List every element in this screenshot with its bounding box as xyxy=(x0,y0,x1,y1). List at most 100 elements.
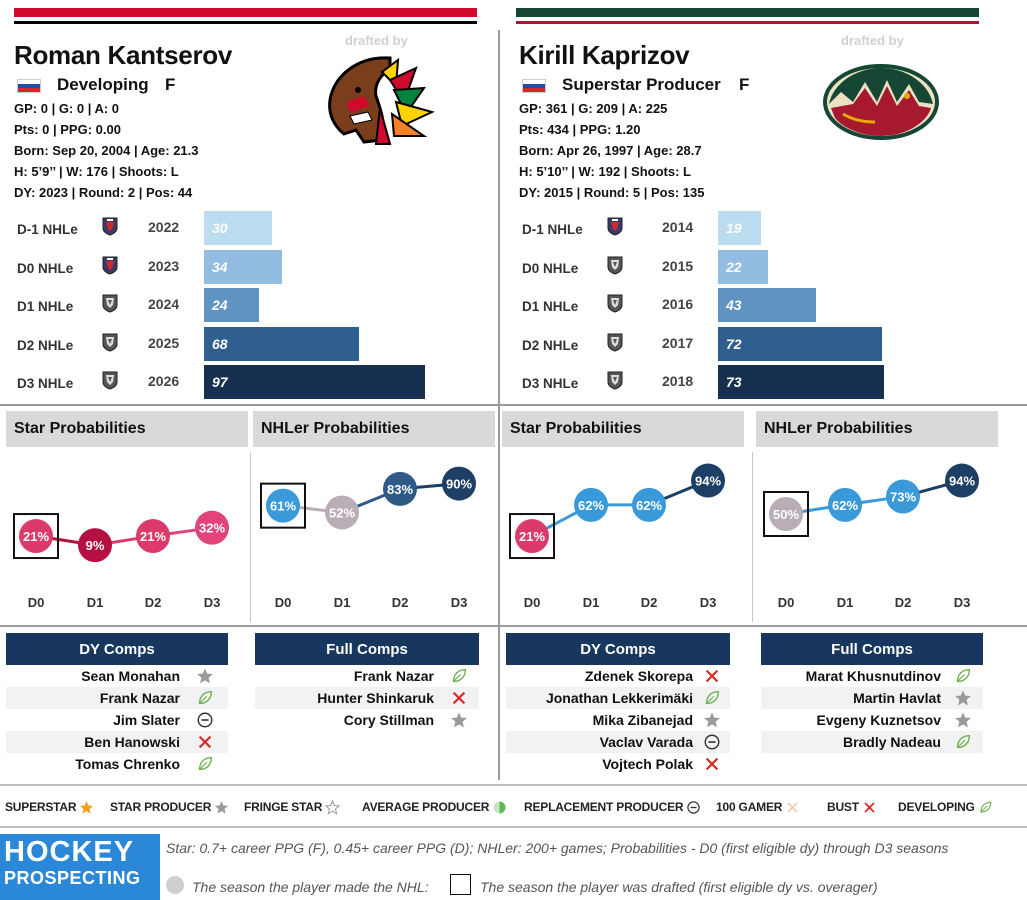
outcome-legend: SUPERSTAR STAR PRODUCER FRINGE STAR AVER… xyxy=(0,784,1027,828)
probability-marker xyxy=(325,495,359,530)
nhle-year: 2017 xyxy=(662,334,694,351)
probability-point: 21% xyxy=(19,519,53,554)
player-draft: DY: 2023 | Round: 2 | Pos: 44 xyxy=(14,185,193,200)
star-producer-icon xyxy=(954,689,972,707)
nhle-year: 2023 xyxy=(148,257,180,274)
season-tick-label: D3 xyxy=(700,595,717,610)
star-producer-icon xyxy=(450,711,468,729)
comp-player-name: Evgeny Kuznetsov xyxy=(816,712,941,728)
probability-marker xyxy=(632,487,666,522)
nhle-bar: 68 xyxy=(204,326,360,361)
fringe-star-icon xyxy=(325,800,341,816)
probability-point: 62% xyxy=(574,487,608,522)
probability-marker xyxy=(442,466,476,501)
player-status: Developing xyxy=(57,75,149,94)
nhle-row: D-1 NHLe 2014 19 xyxy=(505,211,1002,245)
nhle-bar: 97 xyxy=(204,365,426,400)
nhle-season-label: D0 NHLe xyxy=(522,260,579,276)
season-tick-label: D0 xyxy=(524,595,541,610)
draft-season-marker xyxy=(509,513,555,560)
khl-icon xyxy=(606,332,624,352)
nhle-season-label: D3 NHLe xyxy=(17,376,74,392)
probability-marker xyxy=(136,519,170,554)
legend-label: STAR PRODUCER xyxy=(110,800,215,814)
star-producer-icon xyxy=(703,711,721,729)
nhle-row: D1 NHLe 2016 43 xyxy=(505,288,1002,323)
comp-player-name: Frank Nazar xyxy=(99,690,180,706)
season-tick-label: D2 xyxy=(145,595,162,610)
full-comps-header-left: Full Comps xyxy=(255,633,479,665)
nhle-season-label: D3 NHLe xyxy=(522,376,579,392)
probability-marker xyxy=(195,510,229,545)
nhle-value: 68 xyxy=(212,335,228,352)
legend-label: 100 GAMER xyxy=(716,800,786,814)
nhle-value: 73 xyxy=(726,374,742,391)
season-tick-label: D2 xyxy=(392,595,409,610)
section-divider xyxy=(0,625,1027,627)
nhle-bar: 34 xyxy=(204,249,282,284)
nhle-season-label: D-1 NHLe xyxy=(522,222,583,237)
probability-label: 50% xyxy=(773,507,799,522)
comp-row: Mika Zibanejad xyxy=(506,709,730,731)
nhle-bar: 73 xyxy=(718,365,885,400)
probability-label: 94% xyxy=(949,474,975,489)
player-draft: DY: 2015 | Round: 5 | Pos: 135 xyxy=(519,185,705,200)
developing-icon xyxy=(954,733,972,751)
comp-row: Tomas Chrenko xyxy=(6,753,228,775)
legend-label: FRINGE STAR xyxy=(244,800,326,814)
star-prob-header-right: Star Probabilities xyxy=(502,411,744,447)
legend-item-replacement: REPLACEMENT PRODUCER xyxy=(524,800,701,815)
legend-label: BUST xyxy=(827,800,863,814)
comp-player-name: Zdenek Skorepa xyxy=(584,668,693,684)
legend-label: SUPERSTAR xyxy=(5,800,80,814)
probability-point: 90% xyxy=(442,466,476,501)
minnesota-wild-logo xyxy=(823,62,939,147)
bust-icon xyxy=(196,733,214,751)
comp-player-name: Ben Hanowski xyxy=(84,734,180,750)
developing-icon xyxy=(450,667,468,685)
draft-season-marker xyxy=(763,491,809,537)
player-name: Kirill Kaprizov xyxy=(519,40,690,70)
developing-icon xyxy=(703,689,721,707)
replacement-icon xyxy=(196,711,214,729)
hockey-prospecting-logo[interactable]: HOCKEY PROSPECTING xyxy=(0,834,160,900)
comp-player-name: Mika Zibanejad xyxy=(592,712,693,728)
mhl-icon xyxy=(101,255,119,275)
nhle-row: D0 NHLe 2015 22 xyxy=(505,249,1002,284)
player-stats-line2: Pts: 434 | PPG: 1.20 xyxy=(519,122,641,137)
nhle-season-label: D2 NHLe xyxy=(17,337,74,353)
season-tick-label: D1 xyxy=(334,595,351,610)
season-tick-label: D0 xyxy=(275,595,292,610)
player-panel-right: drafted by Kirill Kaprizov Superstar Pro… xyxy=(505,0,1027,405)
chart-divider xyxy=(250,452,251,622)
probability-point: 62% xyxy=(828,487,862,522)
nhler-probability-chart: 61% D0 52% D1 83% D2 90% D3 xyxy=(260,466,476,610)
nhle-value: 72 xyxy=(726,335,742,352)
comp-player-name: Martin Havlat xyxy=(853,690,941,706)
comp-row: Marat Khusnutdinov xyxy=(761,665,983,687)
bust-icon xyxy=(450,689,468,707)
comp-player-name: Hunter Shinkaruk xyxy=(317,690,434,706)
probability-marker xyxy=(515,519,549,554)
probability-marker xyxy=(828,487,862,522)
replacement-icon xyxy=(703,733,721,751)
probability-label: 61% xyxy=(270,499,296,514)
probability-marker xyxy=(945,463,979,498)
probability-marker xyxy=(769,497,803,531)
nhle-bar: 24 xyxy=(204,288,259,323)
draft-season-marker xyxy=(13,513,59,560)
nhle-year: 2014 xyxy=(662,219,694,235)
nhle-row: D3 NHLe 2018 73 xyxy=(505,365,1002,400)
bust-icon xyxy=(703,755,721,773)
probability-point: 52% xyxy=(325,495,359,530)
comp-row: Vaclav Varada xyxy=(506,731,730,753)
comp-player-name: Tomas Chrenko xyxy=(75,756,180,772)
developing-icon xyxy=(196,689,214,707)
khl-icon xyxy=(101,332,119,352)
logo-line2: PROSPECTING xyxy=(4,868,141,888)
developing-icon xyxy=(196,755,214,773)
player-stats-line1: GP: 0 | G: 0 | A: 0 xyxy=(14,101,120,116)
probability-label: 73% xyxy=(890,490,916,505)
nhler-prob-header-right: NHLer Probabilities xyxy=(756,411,998,447)
probability-label: 83% xyxy=(387,482,413,497)
